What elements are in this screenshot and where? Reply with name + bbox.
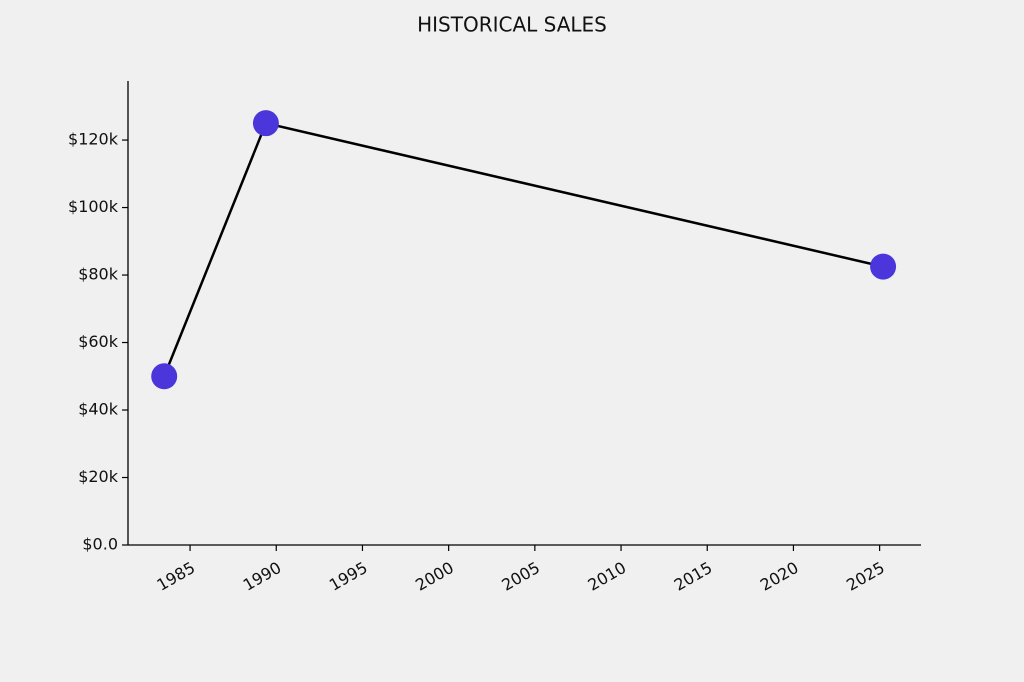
x-tick-label: 1990	[240, 558, 285, 595]
x-tick-label: 1995	[326, 558, 371, 595]
sales-line	[163, 121, 884, 377]
y-tick-label: $0.0	[82, 535, 118, 554]
data-point	[870, 253, 897, 280]
x-tick-label: 2000	[412, 558, 457, 595]
y-tick-label: $20k	[78, 467, 119, 486]
x-tick-label: 2025	[843, 558, 888, 595]
x-tick-label: 1985	[154, 558, 199, 595]
y-tick-label: $40k	[78, 400, 119, 419]
x-tick-label: 2010	[585, 558, 630, 595]
data-point	[151, 363, 178, 390]
x-tick-label: 2015	[671, 558, 716, 595]
y-tick-label: $100k	[68, 197, 119, 216]
x-tick-label: 2020	[757, 558, 802, 595]
data-point	[252, 110, 279, 137]
chart-title: HISTORICAL SALES	[417, 13, 607, 37]
y-tick-label: $60k	[78, 332, 119, 351]
y-tick-label: $120k	[68, 130, 119, 149]
x-tick-label: 2005	[498, 558, 543, 595]
y-tick-label: $80k	[78, 265, 119, 284]
